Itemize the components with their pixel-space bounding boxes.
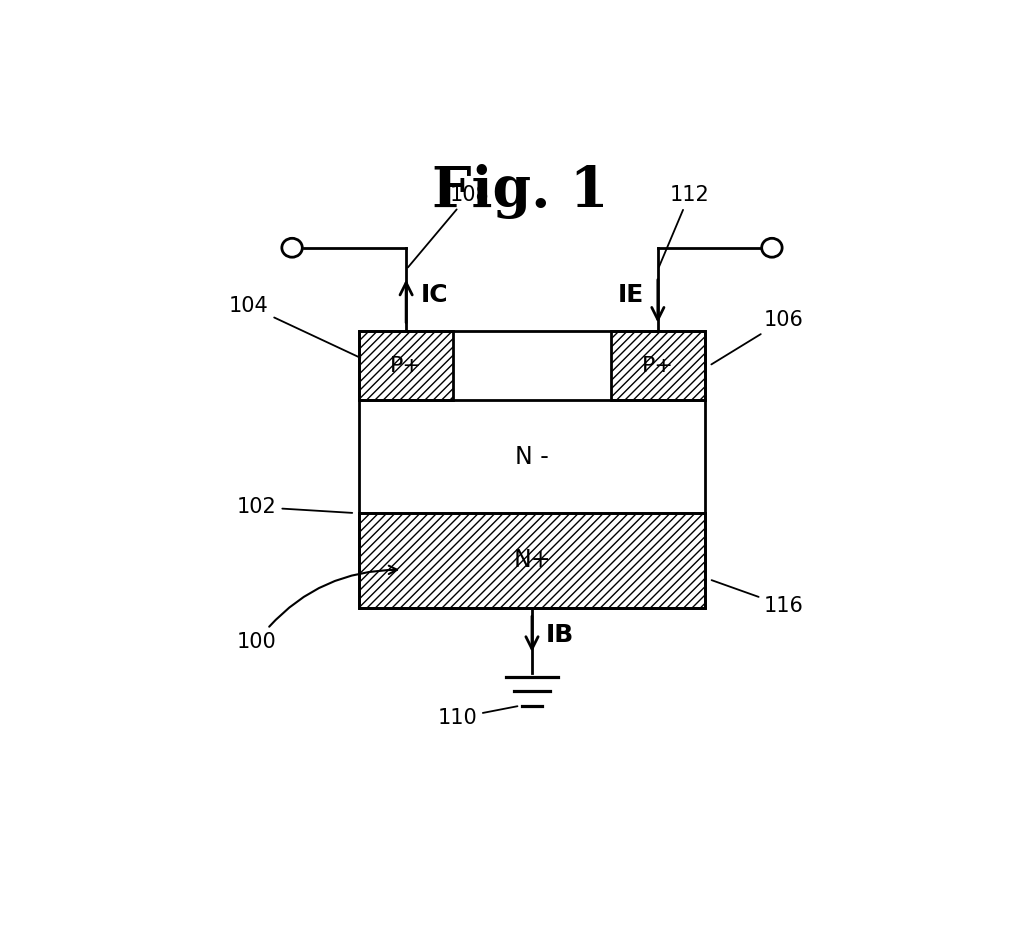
Bar: [359, 331, 454, 400]
Text: IE: IE: [617, 283, 644, 307]
Text: P+: P+: [390, 356, 422, 376]
Text: 108: 108: [408, 184, 489, 267]
Text: IC: IC: [420, 283, 448, 307]
Bar: [359, 514, 705, 608]
Text: 116: 116: [712, 581, 804, 615]
Text: 102: 102: [236, 497, 352, 517]
Text: IB: IB: [546, 623, 574, 648]
Text: Fig. 1: Fig. 1: [432, 164, 608, 219]
Text: 100: 100: [236, 565, 397, 651]
Bar: [359, 331, 705, 608]
Text: N+: N+: [514, 548, 551, 572]
Bar: [611, 331, 705, 400]
Text: 104: 104: [229, 295, 360, 358]
Bar: [359, 331, 705, 608]
Text: 106: 106: [712, 310, 804, 364]
Text: 110: 110: [437, 706, 518, 728]
Text: 112: 112: [659, 184, 709, 267]
Text: N -: N -: [515, 445, 549, 469]
Text: P+: P+: [641, 356, 674, 376]
